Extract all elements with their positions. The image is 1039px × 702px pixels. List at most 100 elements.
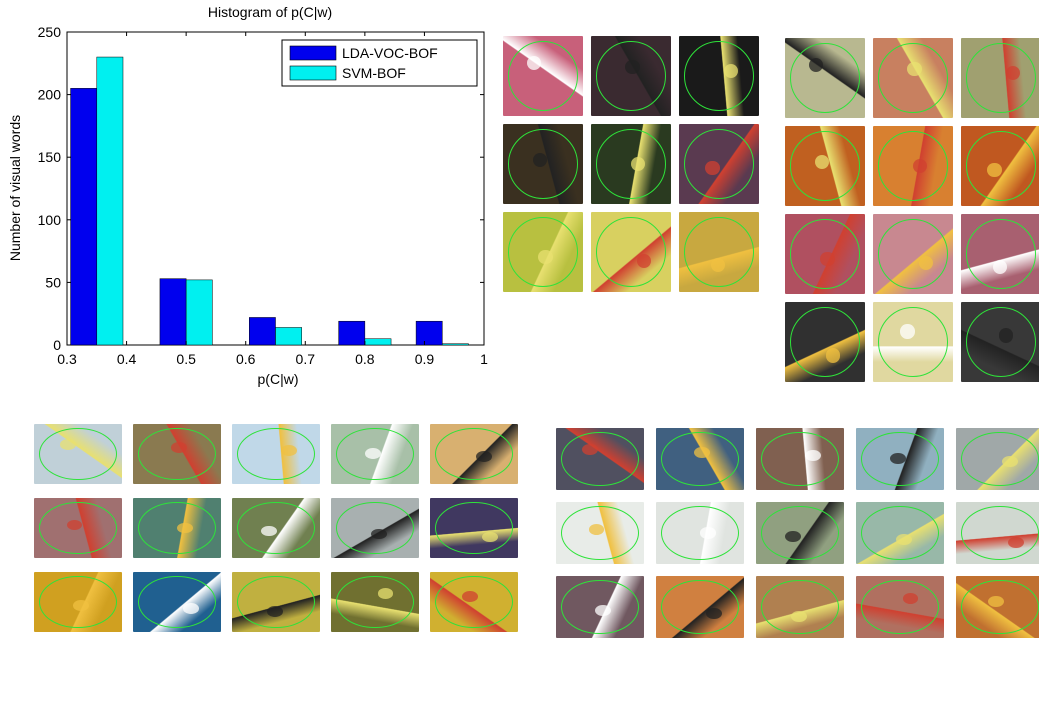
- image-patch: [133, 498, 221, 558]
- region-circle: [965, 130, 1037, 202]
- bar-svm-1: [185, 279, 213, 346]
- region-circle: [561, 431, 639, 487]
- image-patch: [34, 572, 122, 632]
- region-circle: [595, 216, 667, 288]
- image-patch: [756, 576, 844, 638]
- image-patch: [133, 572, 221, 632]
- image-patch: [873, 302, 953, 382]
- region-circle: [683, 128, 755, 200]
- region-circle: [561, 505, 639, 561]
- image-patch: [430, 572, 518, 632]
- region-circle: [39, 501, 117, 555]
- bar-svm-3: [364, 338, 392, 346]
- x-tick-label: 1: [480, 351, 488, 367]
- image-patch: [873, 214, 953, 294]
- region-circle: [761, 505, 839, 561]
- y-tick-label: 100: [38, 212, 62, 228]
- image-patch: [591, 212, 671, 292]
- image-patch: [785, 214, 865, 294]
- legend: LDA-VOC-BOF SVM-BOF: [281, 39, 478, 87]
- image-patch: [34, 498, 122, 558]
- region-circle: [39, 575, 117, 629]
- bar-svm-0: [96, 56, 124, 346]
- bar-svm-2: [275, 327, 302, 346]
- region-circle: [138, 501, 216, 555]
- x-tick-label: 0.9: [415, 351, 435, 367]
- x-tick-label: 0.7: [296, 351, 316, 367]
- bar-svm-4: [442, 343, 469, 346]
- image-patch: [232, 424, 320, 484]
- image-patch: [679, 124, 759, 204]
- legend-swatch-svm: [289, 65, 337, 81]
- region-circle: [789, 130, 861, 202]
- x-tick-label: 0.5: [176, 351, 196, 367]
- image-patch: [856, 428, 944, 490]
- bar-lda-2: [249, 317, 276, 346]
- image-patch: [591, 36, 671, 116]
- image-patch: [591, 124, 671, 204]
- bar-lda-3: [338, 320, 366, 346]
- image-patch: [133, 424, 221, 484]
- image-patch: [503, 36, 583, 116]
- region-circle: [561, 579, 639, 635]
- image-patch: [756, 502, 844, 564]
- image-patch: [956, 502, 1039, 564]
- image-patch: [232, 572, 320, 632]
- region-circle: [39, 427, 117, 481]
- region-circle: [861, 505, 939, 561]
- region-circle: [861, 431, 939, 487]
- region-circle: [761, 579, 839, 635]
- image-patch: [756, 428, 844, 490]
- region-circle: [595, 40, 667, 112]
- histogram-chart: Histogram of p(C|w) 0.3 0.4 0.5 0.6 0.7 0.8 0.…: [7, 4, 488, 387]
- image-patch: [331, 424, 419, 484]
- region-circle: [507, 40, 579, 112]
- y-tick-label: 250: [38, 24, 62, 40]
- image-patch: [785, 302, 865, 382]
- image-patch: [961, 38, 1039, 118]
- chart-title: Histogram of p(C|w): [208, 4, 332, 20]
- y-tick-label: 50: [45, 274, 61, 290]
- region-circle: [507, 216, 579, 288]
- region-circle: [877, 42, 949, 114]
- region-circle: [961, 505, 1039, 561]
- region-circle: [961, 579, 1039, 635]
- region-circle: [965, 306, 1037, 378]
- image-patch: [679, 36, 759, 116]
- image-patch: [856, 502, 944, 564]
- bar-lda-0: [70, 88, 98, 346]
- region-circle: [661, 431, 739, 487]
- image-patch: [785, 126, 865, 206]
- region-circle: [877, 130, 949, 202]
- region-circle: [965, 42, 1037, 114]
- image-patch: [656, 502, 744, 564]
- y-axis-label: Number of visual words: [7, 115, 23, 261]
- legend-label-lda: LDA-VOC-BOF: [342, 45, 438, 61]
- region-circle: [435, 575, 513, 629]
- legend-swatch-lda: [289, 45, 337, 61]
- image-patch: [679, 212, 759, 292]
- x-axis-label: p(C|w): [258, 371, 299, 387]
- image-patch: [556, 502, 644, 564]
- region-circle: [789, 306, 861, 378]
- region-circle: [661, 579, 739, 635]
- image-patch: [956, 428, 1039, 490]
- region-circle: [761, 431, 839, 487]
- bar-lda-1: [159, 278, 187, 346]
- y-tick-label: 200: [38, 87, 62, 103]
- image-patch: [785, 38, 865, 118]
- image-patch: [961, 214, 1039, 294]
- x-tick-label: 0.8: [355, 351, 375, 367]
- x-tick-label: 0.4: [117, 351, 137, 367]
- region-circle: [336, 427, 414, 481]
- y-tick-label: 0: [53, 337, 61, 353]
- region-circle: [661, 505, 739, 561]
- image-patch: [856, 576, 944, 638]
- region-circle: [336, 575, 414, 629]
- region-circle: [961, 431, 1039, 487]
- region-circle: [138, 427, 216, 481]
- region-circle: [237, 575, 315, 629]
- image-patch: [503, 212, 583, 292]
- region-circle: [683, 216, 755, 288]
- image-patch: [961, 302, 1039, 382]
